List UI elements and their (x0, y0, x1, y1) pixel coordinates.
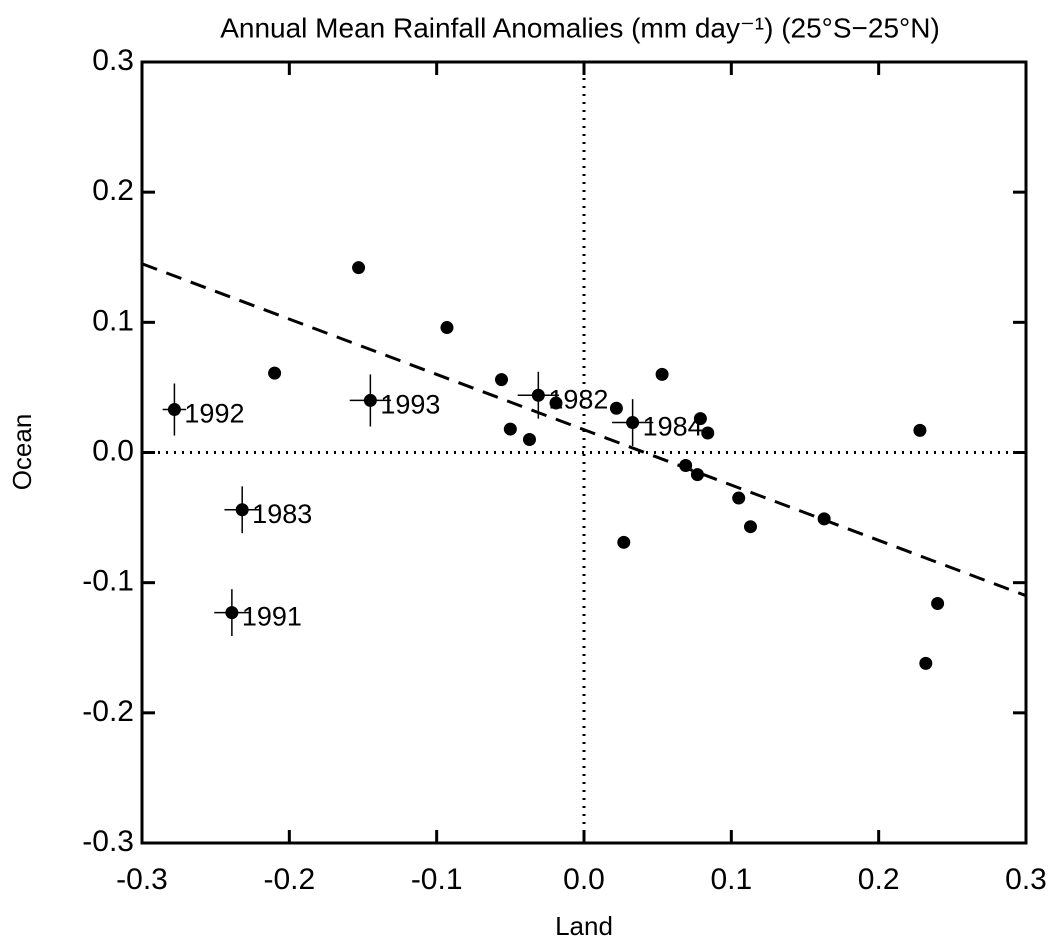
point (919, 656, 933, 670)
point (440, 321, 454, 335)
point-label: 1983 (252, 499, 312, 529)
y-axis-label: Ocean (7, 414, 37, 491)
y-tick-label: -0.1 (82, 565, 134, 598)
point (701, 426, 715, 440)
point (655, 367, 669, 381)
point (679, 459, 693, 473)
point (693, 412, 707, 426)
x-tick-label: -0.2 (263, 863, 315, 896)
point (235, 503, 249, 517)
point (503, 422, 517, 436)
x-axis-label: Land (555, 911, 613, 941)
x-tick-label: 0.3 (1005, 863, 1047, 896)
point (549, 396, 563, 410)
y-tick-label: 0.2 (92, 174, 134, 207)
point (531, 388, 545, 402)
y-tick-label: 0.0 (92, 434, 134, 467)
point (522, 432, 536, 446)
y-tick-label: -0.3 (82, 825, 134, 858)
point (494, 373, 508, 387)
point (931, 596, 945, 610)
point (617, 535, 631, 549)
point (609, 401, 623, 415)
x-tick-label: -0.3 (116, 863, 168, 896)
point (626, 416, 640, 430)
point (352, 261, 366, 275)
point (167, 403, 181, 417)
point-label: 1991 (242, 602, 302, 632)
x-tick-label: 0.1 (710, 863, 752, 896)
point (913, 423, 927, 437)
point-label: 1984 (643, 412, 703, 442)
chart-title: Annual Mean Rainfall Anomalies (mm day⁻¹… (220, 12, 940, 43)
point-label: 1992 (184, 399, 244, 429)
point (363, 393, 377, 407)
point (268, 366, 282, 380)
x-tick-label: -0.1 (411, 863, 463, 896)
point (743, 520, 757, 534)
y-tick-label: -0.2 (82, 695, 134, 728)
y-tick-label: 0.1 (92, 304, 134, 337)
x-tick-label: 0.2 (858, 863, 900, 896)
point (690, 468, 704, 482)
point (817, 512, 831, 526)
point-label: 1993 (380, 390, 440, 420)
point (225, 606, 239, 620)
y-tick-label: 0.3 (92, 44, 134, 77)
point (732, 491, 746, 505)
fit-line (141, 262, 1027, 598)
x-tick-label: 0.0 (563, 863, 605, 896)
